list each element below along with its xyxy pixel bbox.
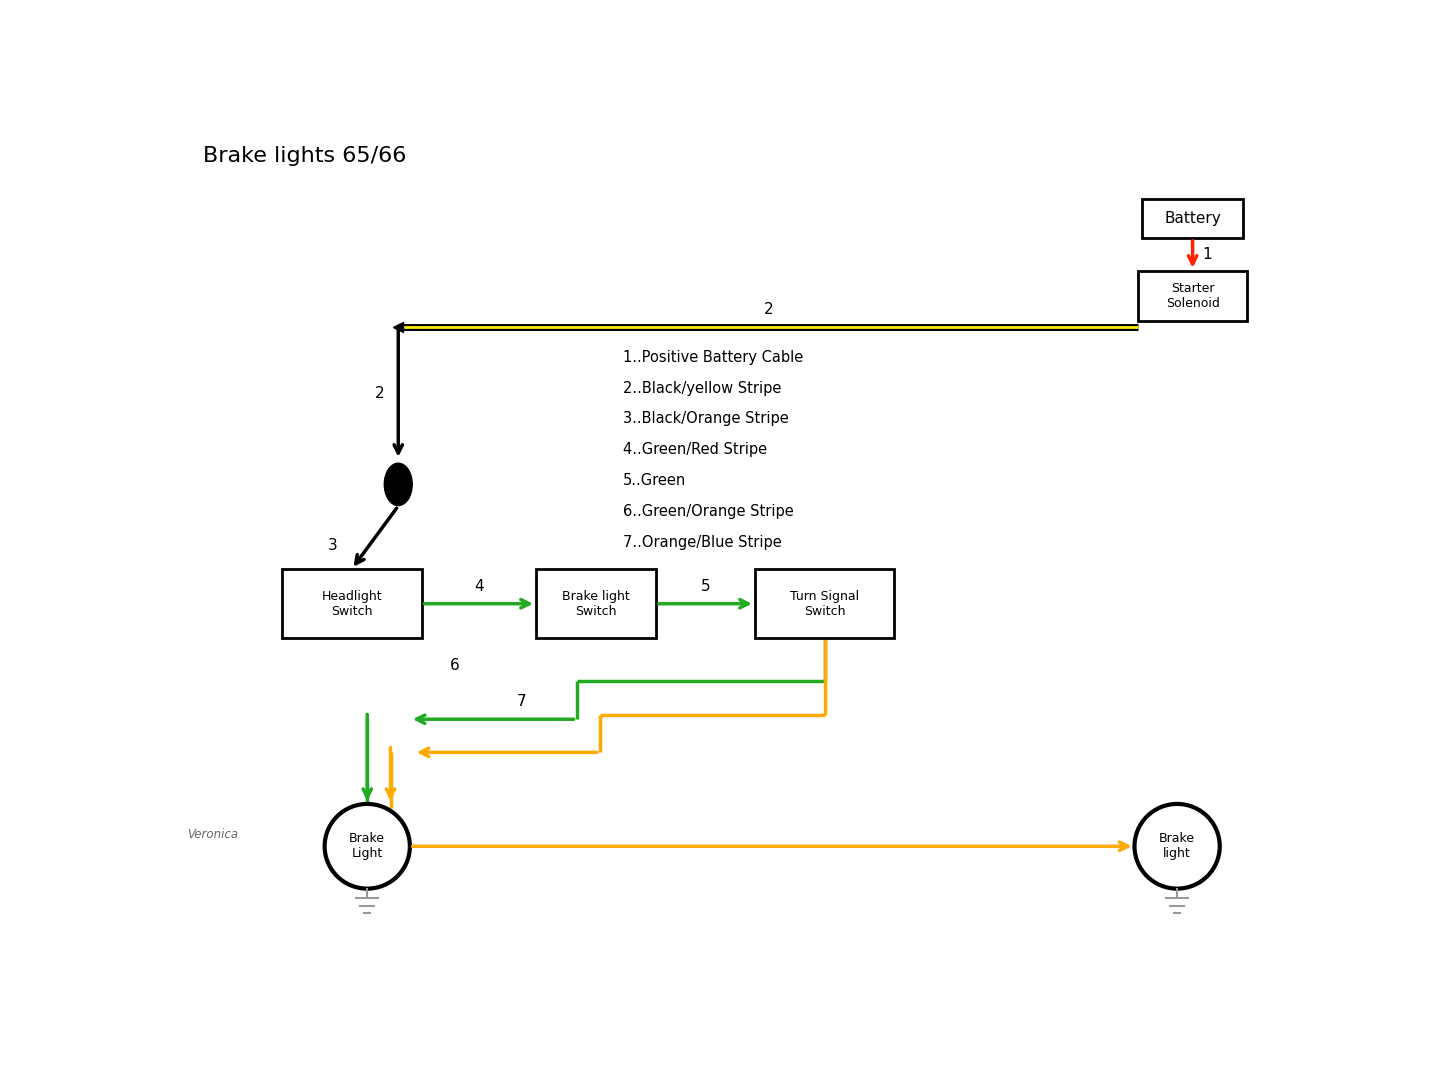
Text: 3: 3 (328, 538, 338, 553)
Text: 1: 1 (1202, 247, 1212, 262)
Text: 1..Positive Battery Cable: 1..Positive Battery Cable (624, 349, 803, 364)
Text: Starter
Solenoid: Starter Solenoid (1166, 282, 1219, 310)
Text: Headlight
Switch: Headlight Switch (322, 590, 381, 617)
Text: 7..Orange/Blue Stripe: 7..Orange/Blue Stripe (624, 535, 782, 550)
Text: Turn Signal
Switch: Turn Signal Switch (790, 590, 858, 617)
Text: 2: 2 (374, 386, 384, 401)
Text: 6: 6 (450, 658, 460, 673)
FancyBboxPatch shape (1138, 271, 1247, 321)
Text: 5: 5 (700, 579, 710, 594)
FancyBboxPatch shape (281, 569, 422, 639)
Text: Battery: Battery (1164, 211, 1221, 226)
Circle shape (1134, 804, 1219, 889)
Circle shape (325, 804, 410, 889)
Text: Brake
Light: Brake Light (349, 832, 386, 860)
Text: Veronica: Veronica (187, 829, 238, 842)
Text: 4..Green/Red Stripe: 4..Green/Red Stripe (624, 443, 767, 458)
Text: 2..Black/yellow Stripe: 2..Black/yellow Stripe (624, 381, 782, 396)
Text: 6..Green/Orange Stripe: 6..Green/Orange Stripe (624, 504, 793, 519)
Text: 3..Black/Orange Stripe: 3..Black/Orange Stripe (624, 412, 789, 427)
Text: Brake light
Switch: Brake light Switch (563, 590, 629, 617)
FancyBboxPatch shape (755, 569, 895, 639)
FancyBboxPatch shape (1143, 199, 1243, 238)
Text: 5..Green: 5..Green (624, 473, 686, 488)
Text: 7: 7 (516, 695, 526, 710)
Text: Brake lights 65/66: Brake lights 65/66 (203, 146, 406, 165)
Text: 2: 2 (764, 302, 773, 317)
Text: 4: 4 (474, 579, 483, 594)
FancyBboxPatch shape (536, 569, 655, 639)
Text: Brake
light: Brake light (1159, 832, 1195, 860)
Ellipse shape (384, 463, 412, 506)
